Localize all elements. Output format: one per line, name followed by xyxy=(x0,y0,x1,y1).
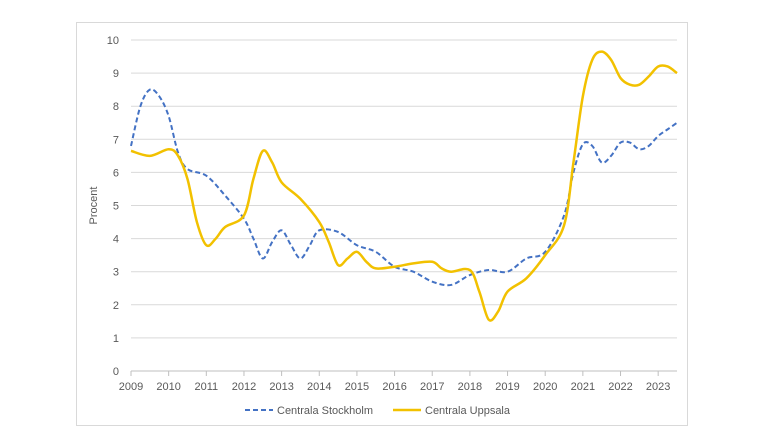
legend: Centrala Stockholm Centrala Uppsala xyxy=(245,405,511,417)
series-line-1 xyxy=(130,50,678,322)
y-tick-label: 8 xyxy=(113,101,119,113)
y-tick-label: 6 xyxy=(113,167,119,179)
y-tick-label: 3 xyxy=(113,267,119,279)
x-tick-label: 2012 xyxy=(232,381,256,393)
gridlines xyxy=(131,39,677,372)
y-tick-label: 4 xyxy=(113,234,119,246)
x-tick-label: 2018 xyxy=(458,381,482,393)
x-tick-label: 2015 xyxy=(345,381,369,393)
x-axis-ticks: 2009 2010 2011 2012 2013 2014 2015 2016 2017 2018… xyxy=(119,371,670,393)
y-tick-label: 2 xyxy=(113,300,119,312)
x-tick-label: 2016 xyxy=(382,381,406,393)
series-line-0 xyxy=(130,88,678,287)
y-tick-label: 7 xyxy=(113,134,119,146)
y-axis-label: Procent xyxy=(88,187,100,225)
x-tick-label: 2014 xyxy=(307,381,331,393)
line-chart: 0 1 2 3 4 5 6 7 8 9 10 2009 2010 2011 2012 2013 2014 201… xyxy=(88,35,678,417)
y-axis-ticks: 0 1 2 3 4 5 6 7 8 9 10 xyxy=(107,35,119,378)
x-tick-label: 2011 xyxy=(194,381,218,393)
x-tick-label: 2019 xyxy=(495,381,519,393)
y-tick-label: 5 xyxy=(113,201,119,213)
x-tick-label: 2013 xyxy=(269,381,293,393)
y-tick-label: 1 xyxy=(113,333,119,345)
legend-label-1: Centrala Uppsala xyxy=(425,405,511,417)
y-tick-label: 9 xyxy=(113,68,119,80)
series-lines xyxy=(130,50,678,322)
x-tick-label: 2022 xyxy=(608,381,632,393)
x-tick-label: 2023 xyxy=(646,381,670,393)
y-tick-label: 10 xyxy=(107,35,119,47)
y-tick-label: 0 xyxy=(113,366,119,378)
x-tick-label: 2020 xyxy=(533,381,557,393)
legend-label-0: Centrala Stockholm xyxy=(277,405,373,417)
chart-frame: 0 1 2 3 4 5 6 7 8 9 10 2009 2010 2011 2012 2013 2014 201… xyxy=(76,22,688,426)
x-tick-label: 2009 xyxy=(119,381,143,393)
x-tick-label: 2017 xyxy=(420,381,444,393)
x-tick-label: 2021 xyxy=(571,381,595,393)
x-tick-label: 2010 xyxy=(156,381,180,393)
